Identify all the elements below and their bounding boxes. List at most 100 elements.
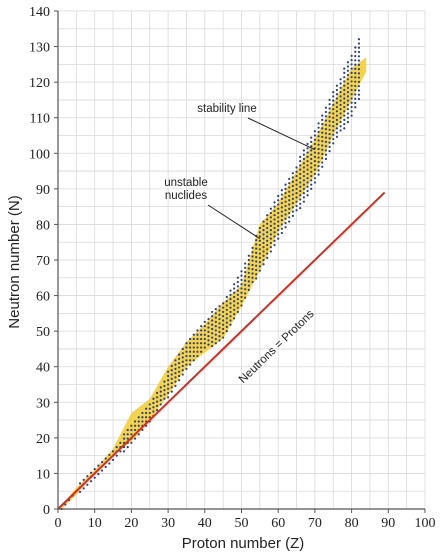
y-tick-label: 80 <box>36 218 50 233</box>
x-tick-label: 40 <box>198 516 212 531</box>
stable-nuclide-point <box>233 291 236 294</box>
stable-nuclide-point <box>339 129 342 132</box>
stable-nuclide-point <box>222 302 225 305</box>
stable-nuclide-point <box>255 260 258 263</box>
stable-nuclide-point <box>262 250 265 253</box>
stable-nuclide-point <box>313 134 316 137</box>
stable-nuclide-point <box>89 471 93 474</box>
stable-nuclide-point <box>350 54 353 57</box>
stable-nuclide-point <box>317 173 320 176</box>
stable-nuclide-point <box>328 150 331 153</box>
stable-nuclide-point <box>130 441 133 444</box>
stable-nuclide-point <box>288 194 291 198</box>
stable-nuclide-point <box>335 127 339 130</box>
stable-nuclide-point <box>192 337 195 341</box>
stable-nuclide-point <box>133 420 137 423</box>
stable-nuclide-point <box>262 258 265 262</box>
stable-nuclide-point <box>313 168 316 171</box>
stable-nuclide-point <box>354 89 357 92</box>
stable-nuclide-point <box>310 174 313 178</box>
stable-nuclide-point <box>343 76 346 79</box>
stable-nuclide-point <box>192 350 195 353</box>
stable-nuclide-point <box>262 241 265 245</box>
stable-nuclide-point <box>181 352 184 355</box>
stable-nuclide-point <box>255 256 258 259</box>
stable-nuclide-point <box>277 224 280 227</box>
stable-nuclide-point <box>244 288 247 291</box>
stable-nuclide-point <box>174 363 177 366</box>
stable-nuclide-point <box>229 293 232 296</box>
stable-nuclide-point <box>240 274 243 277</box>
stable-nuclide-point <box>178 379 181 382</box>
stable-nuclide-point <box>339 125 342 128</box>
stable-nuclide-point <box>181 364 184 368</box>
stable-nuclide-point <box>295 200 298 203</box>
stable-nuclide-point <box>266 243 269 247</box>
stable-nuclide-point <box>317 160 320 163</box>
stable-nuclide-point <box>222 310 225 314</box>
stable-nuclide-point <box>266 214 269 217</box>
stable-nuclide-point <box>214 329 217 332</box>
stable-nuclide-point <box>207 339 210 342</box>
stable-nuclide-point <box>332 116 335 119</box>
y-tick-label: 140 <box>29 5 50 20</box>
stable-nuclide-point <box>222 327 225 331</box>
stable-nuclide-point <box>266 231 269 234</box>
stable-nuclide-point <box>141 420 144 423</box>
stable-nuclide-point <box>299 206 302 210</box>
stable-nuclide-point <box>350 88 353 92</box>
stable-nuclide-point <box>266 239 269 242</box>
stable-nuclide-point <box>291 210 294 213</box>
stable-nuclide-point <box>335 114 339 117</box>
stable-nuclide-point <box>148 407 151 410</box>
stable-nuclide-point <box>200 346 203 349</box>
stable-nuclide-point <box>111 458 115 462</box>
stable-nuclide-point <box>266 256 269 259</box>
stable-nuclide-point <box>310 153 313 156</box>
stable-nuclide-point <box>108 462 111 465</box>
stable-nuclide-point <box>255 273 258 276</box>
stable-nuclide-point <box>89 480 93 483</box>
stable-nuclide-point <box>295 187 298 190</box>
stable-nuclide-point <box>324 136 328 139</box>
stable-nuclide-point <box>339 78 342 81</box>
stable-nuclide-point <box>277 199 280 202</box>
stable-nuclide-point <box>343 88 346 92</box>
stable-nuclide-point <box>291 184 294 188</box>
stable-nuclide-point <box>310 170 313 173</box>
stable-nuclide-point <box>170 386 173 389</box>
stable-nuclide-point <box>284 204 287 208</box>
stable-nuclide-point <box>152 397 155 400</box>
stable-nuclide-point <box>189 337 192 341</box>
x-tick-label: 70 <box>308 516 322 531</box>
stable-nuclide-point <box>148 411 151 415</box>
stable-nuclide-point <box>339 103 342 107</box>
stable-nuclide-point <box>240 295 243 299</box>
stable-nuclide-point <box>170 377 173 380</box>
stable-nuclide-point <box>269 220 272 223</box>
stable-nuclide-point <box>321 127 324 130</box>
stable-nuclide-point <box>324 132 328 135</box>
stable-nuclide-point <box>339 91 342 94</box>
stable-nuclide-point <box>354 46 357 49</box>
stable-nuclide-point <box>244 262 247 265</box>
stable-nuclide-point <box>295 179 298 182</box>
stable-nuclide-point <box>310 145 313 148</box>
stable-nuclide-point <box>236 302 239 305</box>
stable-nuclide-point <box>284 221 287 225</box>
stable-nuclide-point <box>266 222 269 225</box>
stable-nuclide-point <box>159 403 162 406</box>
stable-nuclide-point <box>137 433 140 436</box>
stable-nuclide-point <box>302 179 305 182</box>
stable-nuclide-point <box>302 200 305 203</box>
stable-nuclide-point <box>273 231 276 234</box>
stable-nuclide-point <box>167 374 170 378</box>
stable-nuclide-point <box>144 407 148 410</box>
stable-nuclide-point <box>214 312 217 315</box>
stable-nuclide-point <box>178 362 181 365</box>
stable-nuclide-point <box>357 93 361 96</box>
stable-nuclide-point <box>273 226 276 230</box>
stable-nuclide-point <box>258 231 261 234</box>
stable-nuclide-point <box>251 280 254 284</box>
stable-nuclide-point <box>181 373 184 376</box>
